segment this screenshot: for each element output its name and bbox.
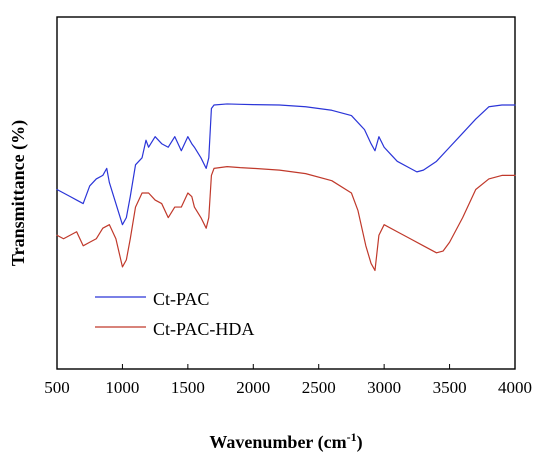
legend-label-0: Ct-PAC	[153, 289, 209, 309]
x-axis-ticks	[56, 364, 516, 369]
x-tick-label-5: 3000	[367, 378, 401, 397]
x-tick-label-2: 1500	[171, 378, 205, 397]
legend: Ct-PAC Ct-PAC-HDA	[95, 289, 254, 339]
x-axis-label-sup: -1	[347, 430, 357, 444]
x-tick-label-4: 2500	[302, 378, 336, 397]
x-tick-label-7: 4000	[498, 378, 532, 397]
x-tick-label-3: 2000	[236, 378, 270, 397]
x-axis-label: Wavenumber (cm-1)	[209, 430, 362, 453]
plot-frame	[56, 16, 516, 370]
x-tick-label-6: 3500	[433, 378, 467, 397]
x-tick-label-1: 1000	[105, 378, 139, 397]
series-line-0	[56, 103, 516, 226]
x-tick-label-0: 500	[44, 378, 70, 397]
x-axis-label-main: Wavenumber (cm	[209, 432, 346, 453]
x-axis-tick-labels: 500 1000 1500 2000 2500 3000 3500 4000	[44, 378, 532, 397]
series-lines	[56, 103, 516, 272]
x-axis-label-close: )	[357, 432, 363, 453]
legend-label-1: Ct-PAC-HDA	[153, 319, 254, 339]
y-axis-label: Transmittance (%)	[8, 120, 29, 266]
series-line-1	[56, 166, 516, 272]
